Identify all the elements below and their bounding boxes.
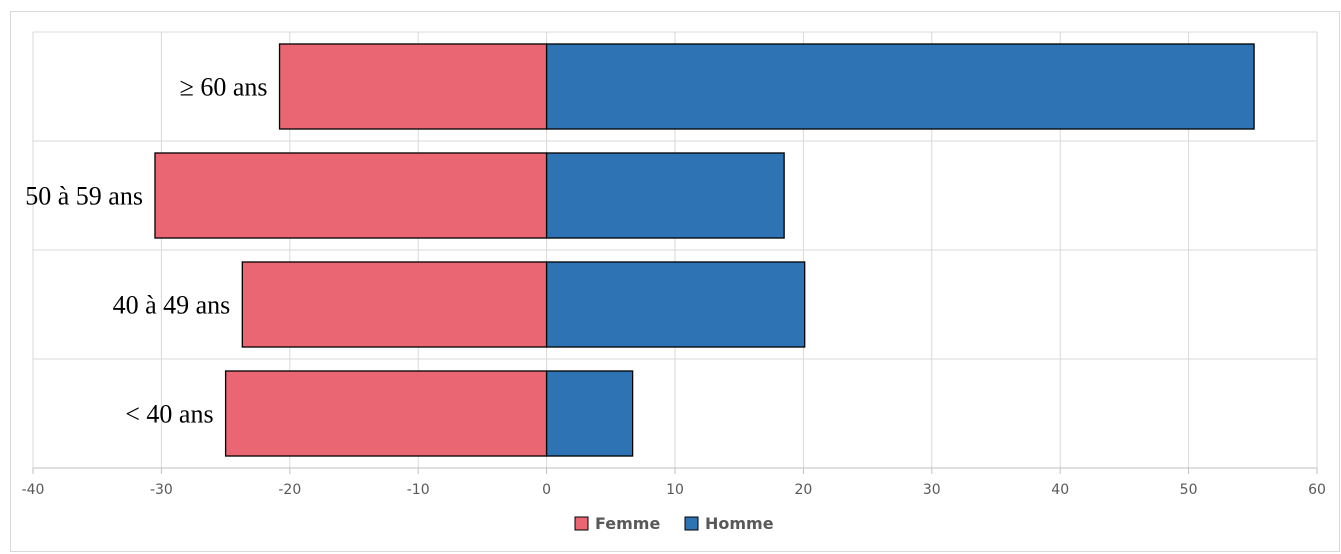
x-tick-label-0: -40 [22,482,45,498]
bar-femme-2 [154,152,548,239]
x-tick-label-2: -20 [278,482,301,498]
bars [154,43,1255,457]
x-tick-label-9: 50 [1180,482,1198,498]
bar-homme-0 [545,370,634,457]
x-tick-label-8: 40 [1051,482,1069,498]
x-tick-label-1: -30 [150,482,173,498]
category-label-3: ≥ 60 ans [180,73,268,102]
category-labels: < 40 ans 40 à 49 ans 50 à 59 ans ≥ 60 ans [25,73,267,429]
bar-femme-0 [224,370,548,457]
bar-femme-3 [278,43,548,130]
x-axis: -40 -30 -20 -10 0 10 20 30 40 50 60 [22,467,1326,498]
x-tick-label-3: -10 [407,482,430,498]
x-tick-label-10: 60 [1308,482,1326,498]
category-label-2: 50 à 59 ans [25,182,143,211]
legend-swatch-femme [574,516,589,531]
category-label-1: 40 à 49 ans [113,291,231,320]
x-tick-label-6: 20 [794,482,812,498]
bar-femme-1 [241,261,548,348]
x-tick-label-4: 0 [542,482,551,498]
x-tick-label-5: 10 [666,482,684,498]
legend-label-femme: Femme [595,514,660,533]
bar-homme-3 [545,43,1255,130]
legend: Femme Homme [574,514,774,533]
legend-label-homme: Homme [705,514,774,533]
x-tick-label-7: 30 [923,482,941,498]
legend-swatch-homme [684,516,699,531]
bar-homme-1 [545,261,806,348]
category-label-0: < 40 ans [125,400,213,429]
bar-homme-2 [545,152,785,239]
